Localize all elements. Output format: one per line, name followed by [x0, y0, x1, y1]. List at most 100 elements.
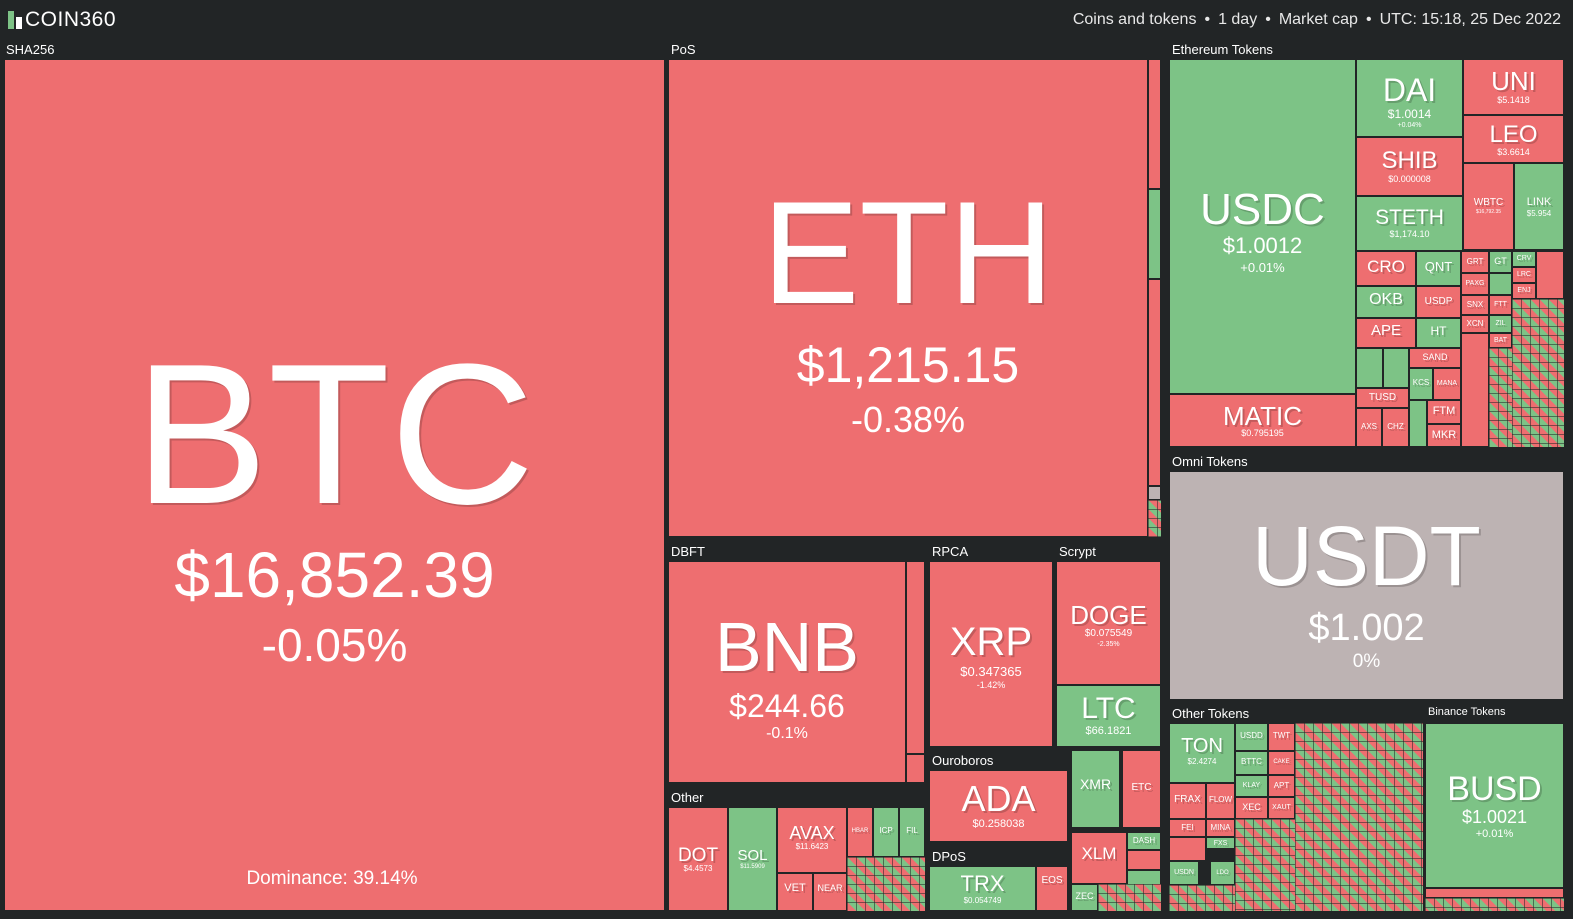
coin-tile-bttc[interactable]: BTTC	[1235, 751, 1268, 775]
coin-tile-small[interactable]	[1489, 273, 1512, 295]
coin360-logo[interactable]: COIN360	[8, 8, 116, 32]
coin-tile-small[interactable]	[1356, 348, 1383, 388]
coin-tile-okb[interactable]: OKB	[1356, 286, 1416, 318]
coin-tile-cake[interactable]: CAKE	[1268, 751, 1295, 775]
coin-tile-icp[interactable]: ICP	[873, 807, 899, 857]
group-label-sha256[interactable]: SHA256	[6, 42, 55, 57]
small-coins-mosaic[interactable]	[1169, 885, 1235, 911]
small-coins-mosaic[interactable]	[1098, 884, 1161, 911]
coin-tile-small[interactable]	[906, 561, 925, 754]
coin-tile-etc[interactable]: ETC	[1122, 750, 1161, 828]
coin-tile-usdp[interactable]: USDP	[1416, 286, 1461, 318]
coin-tile-small[interactable]	[1127, 850, 1161, 870]
coin-tile-usdd[interactable]: USDD	[1235, 723, 1268, 751]
coin-tile-xcn[interactable]: XCN	[1461, 315, 1489, 333]
coin-tile-small[interactable]	[1461, 333, 1489, 447]
coin-tile-small[interactable]	[906, 754, 925, 783]
coin-tile-small[interactable]	[1425, 888, 1564, 898]
coin-tile-ton[interactable]: TON $2.4274	[1169, 723, 1235, 783]
coin-tile-bat[interactable]: BAT	[1489, 333, 1512, 348]
metric-selector[interactable]: Market cap	[1278, 11, 1358, 28]
coin-tile-xmr[interactable]: XMR	[1071, 750, 1120, 828]
coin-tile-small[interactable]	[1148, 59, 1161, 189]
coin-tile-fil[interactable]: FIL	[899, 807, 925, 857]
coin-tile-small[interactable]	[1409, 400, 1427, 447]
group-label-rpca[interactable]: RPCA	[932, 544, 969, 559]
group-label-ouroboros[interactable]: Ouroboros	[932, 753, 994, 768]
coin-tile-hbar[interactable]: HBAR	[847, 807, 873, 857]
coin-tile-frax[interactable]: FRAX	[1169, 783, 1206, 819]
coin-tile-wbtc[interactable]: WBTC $16,792.35	[1463, 163, 1514, 250]
coin-tile-near[interactable]: NEAR	[813, 873, 847, 911]
coin-tile-busd[interactable]: BUSD $1.0021 +0.01%	[1425, 723, 1564, 888]
coin-tile-dot[interactable]: DOT $4.4573	[668, 807, 728, 911]
coin-tile-xaut[interactable]: XAUT	[1268, 797, 1295, 819]
coin-tile-dash[interactable]: DASH	[1127, 832, 1161, 850]
coin-tile-mkr[interactable]: MKR	[1427, 424, 1461, 447]
coin-tile-matic[interactable]: MATIC $0.795195	[1169, 394, 1356, 447]
group-label-scrypt[interactable]: Scrypt	[1059, 544, 1096, 559]
coin-tile-eth[interactable]: ETH $1,215.15 -0.38%	[668, 59, 1148, 537]
small-coins-mosaic[interactable]	[1235, 819, 1295, 911]
coin-tile-fxs[interactable]: FXS	[1206, 837, 1235, 849]
coin-tile-ht[interactable]: HT	[1416, 318, 1461, 348]
group-label-other[interactable]: Other	[671, 790, 704, 805]
group-label-dbft[interactable]: DBFT	[671, 544, 705, 559]
view-selector[interactable]: Coins and tokens	[1072, 11, 1197, 28]
coin-tile-ftt[interactable]: FTT	[1489, 295, 1512, 315]
coin-tile-ftm[interactable]: FTM	[1427, 400, 1461, 424]
coin-tile-doge[interactable]: DOGE $0.075549 -2.35%	[1056, 561, 1161, 685]
coin-tile-vet[interactable]: VET	[777, 873, 813, 911]
group-label-dpos[interactable]: DPoS	[932, 849, 966, 864]
coin-tile-ape[interactable]: APE	[1356, 318, 1416, 348]
coin-tile-qnt[interactable]: QNT	[1416, 251, 1461, 286]
coin-tile-small[interactable]	[1148, 486, 1161, 500]
coin-tile-axs[interactable]: AXS	[1356, 408, 1382, 447]
group-label-other-tokens[interactable]: Other Tokens	[1172, 706, 1250, 721]
coin-tile-gt[interactable]: GT	[1489, 251, 1512, 273]
coin-tile-crv[interactable]: CRV	[1512, 251, 1536, 267]
coin-tile-mina[interactable]: MINA	[1206, 819, 1235, 837]
group-label-ethereum-tokens[interactable]: Ethereum Tokens	[1172, 42, 1273, 57]
small-coins-mosaic[interactable]	[1489, 348, 1512, 447]
coin-tile-small[interactable]	[1536, 251, 1564, 299]
coin-tile-zil[interactable]: ZIL	[1489, 315, 1512, 333]
small-coins-mosaic[interactable]	[1295, 723, 1423, 911]
small-coins-mosaic[interactable]	[1512, 299, 1564, 447]
coin-tile-ltc[interactable]: LTC $66.1821	[1056, 685, 1161, 747]
small-coins-mosaic[interactable]	[847, 857, 925, 911]
coin-tile-apt[interactable]: APT	[1268, 775, 1295, 797]
coin-tile-snx[interactable]: SNX	[1461, 295, 1489, 315]
group-label-pos[interactable]: PoS	[671, 42, 696, 57]
coin-tile-shib[interactable]: SHIB $0.000008	[1356, 137, 1463, 196]
coin-tile-link[interactable]: LINK $5.954	[1514, 163, 1564, 250]
coin-tile-flow[interactable]: FLOW	[1206, 783, 1235, 819]
coin-tile-kcs[interactable]: KCS	[1409, 368, 1433, 400]
coin-tile-small[interactable]	[1148, 279, 1161, 486]
coin-tile-fei[interactable]: FEI	[1169, 819, 1206, 837]
coin-tile-steth[interactable]: STETH $1,174.10	[1356, 196, 1463, 251]
coin-tile-xec[interactable]: XEC	[1235, 797, 1268, 819]
coin-tile-small[interactable]	[1383, 348, 1409, 388]
coin-tile-tusd[interactable]: TUSD	[1356, 388, 1409, 408]
small-coins-mosaic[interactable]	[1148, 500, 1161, 537]
coin-tile-sol[interactable]: SOL $11.5909	[728, 807, 777, 911]
coin-tile-ada[interactable]: ADA $0.258038	[929, 770, 1068, 842]
small-coins-mosaic[interactable]	[1425, 898, 1564, 911]
coin-tile-sand[interactable]: SAND	[1409, 348, 1461, 368]
group-label-binance-tokens[interactable]: Binance Tokens	[1428, 706, 1506, 718]
coin-tile-trx[interactable]: TRX $0.054749	[929, 866, 1036, 911]
coin-tile-xlm[interactable]: XLM	[1071, 832, 1127, 884]
coin-tile-btc[interactable]: BTC $16,852.39 -0.05%	[4, 59, 665, 911]
coin-tile-twt[interactable]: TWT	[1268, 723, 1295, 751]
coin-tile-klay[interactable]: KLAY	[1235, 775, 1268, 797]
coin-tile-cro[interactable]: CRO	[1356, 251, 1416, 286]
coin-tile-xrp[interactable]: XRP $0.347365 -1.42%	[929, 561, 1053, 747]
coin-tile-grt[interactable]: GRT	[1461, 251, 1489, 273]
coin-tile-eos[interactable]: EOS	[1036, 866, 1068, 911]
period-selector[interactable]: 1 day	[1218, 11, 1258, 28]
coin-tile-bnb[interactable]: BNB $244.66 -0.1%	[668, 561, 906, 783]
coin-tile-enj[interactable]: ENJ	[1512, 283, 1536, 299]
coin-tile-small[interactable]	[1148, 189, 1161, 279]
coin-tile-uni[interactable]: UNI $5.1418	[1463, 59, 1564, 115]
